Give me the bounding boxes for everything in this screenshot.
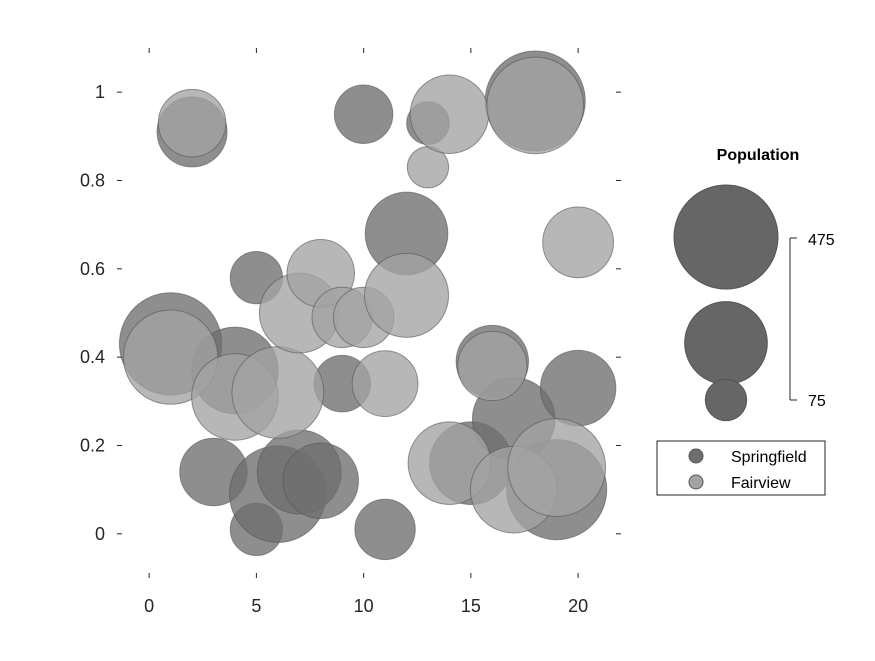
size-legend-min-label: 75 <box>808 393 826 410</box>
bubble-fairview <box>457 330 528 402</box>
size-legend-circle <box>673 184 779 290</box>
x-tick-label: 10 <box>354 596 374 616</box>
bubble-springfield <box>539 349 617 427</box>
bubble-fairview <box>351 350 419 418</box>
y-tick-label: 0.2 <box>80 436 105 456</box>
bubble-springfield <box>333 84 394 144</box>
legend-box <box>656 440 826 496</box>
x-tick-label: 5 <box>251 596 261 616</box>
axis-ticks: 0 5 10 15 20 0 0.2 0.4 0.6 0.8 1 <box>80 48 621 616</box>
bubble-fairview <box>409 74 490 154</box>
bubble-springfield <box>282 442 359 520</box>
y-tick-label: 0.6 <box>80 259 105 279</box>
bubble-fairview <box>486 56 585 155</box>
legend-marker-fairview <box>688 474 704 490</box>
plot-area <box>118 50 617 561</box>
bubble-fairview <box>231 346 325 439</box>
size-legend-circle <box>704 378 748 422</box>
bubble-springfield <box>354 498 416 561</box>
x-tick-label: 15 <box>461 596 481 616</box>
size-legend-circle <box>684 301 768 385</box>
size-legend-max-label: 475 <box>808 232 835 249</box>
y-tick-label: 0.4 <box>80 347 105 367</box>
bubble-fairview <box>364 252 450 338</box>
x-tick-label: 0 <box>144 596 154 616</box>
color-legend: Springfield Fairview <box>656 440 826 496</box>
x-tick-label: 20 <box>568 596 588 616</box>
size-legend: Population 475 75 <box>673 147 835 422</box>
y-tick-label: 1 <box>95 82 105 102</box>
bubble-fairview <box>542 206 614 279</box>
legend-label-springfield: Springfield <box>731 449 807 466</box>
y-tick-label: 0 <box>95 524 105 544</box>
legend-marker-springfield <box>688 448 704 464</box>
bubble-fairview <box>507 418 607 517</box>
legend-label-fairview: Fairview <box>731 475 791 492</box>
size-legend-title: Population <box>717 147 800 164</box>
y-tick-label: 0.8 <box>80 171 105 191</box>
bubble-fairview <box>157 88 227 158</box>
